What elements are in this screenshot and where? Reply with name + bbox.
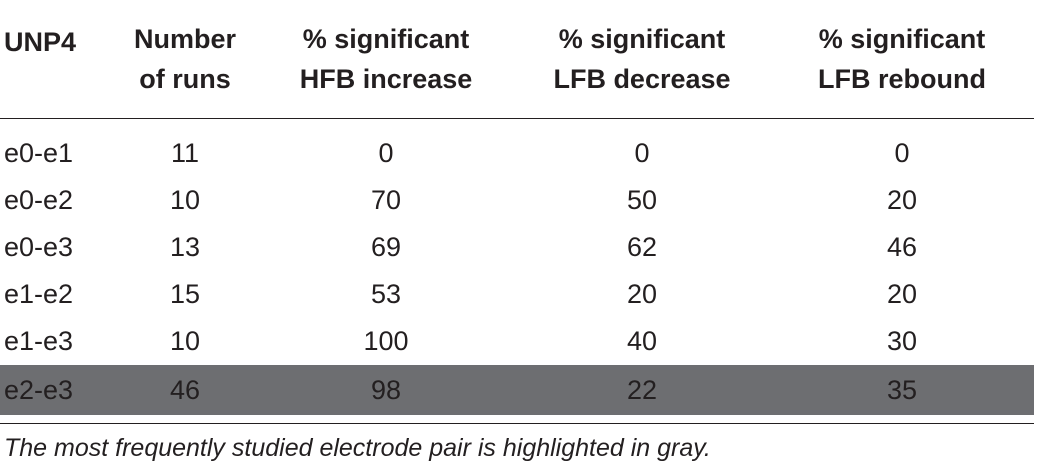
table-row-highlighted: e2-e3 46 98 22 35 <box>0 365 1034 415</box>
cell-electrode-pair: e0-e3 <box>4 232 74 262</box>
table-row: e0-e1 11 0 0 0 <box>0 118 1034 177</box>
header-line: % significant <box>302 23 470 54</box>
cell-electrode-pair: e1-e2 <box>4 279 74 309</box>
cell-hfb-increase: 53 <box>370 279 402 309</box>
header-hfb-increase: % significant HFB increase <box>258 0 514 118</box>
cell-hfb-increase: 69 <box>370 232 402 262</box>
header-line: LFB rebound <box>818 63 986 94</box>
cell-hfb-increase: 70 <box>370 185 402 215</box>
results-table: UNP4 Number of runs % significant HFB in… <box>0 0 1034 415</box>
cell-lfb-decrease: 20 <box>626 279 658 309</box>
cell-lfb-rebound: 0 <box>894 138 910 169</box>
header-line: LFB decrease <box>553 63 731 94</box>
table-row: e1-e3 10 100 40 30 <box>0 318 1034 365</box>
header-line: HFB increase <box>299 63 473 94</box>
cell-lfb-rebound: 20 <box>886 185 918 215</box>
cell-hfb-increase: 100 <box>363 326 409 356</box>
header-row: UNP4 Number of runs % significant HFB in… <box>0 0 1034 118</box>
cell-lfb-rebound: 20 <box>886 279 918 309</box>
cell-hfb-increase: 0 <box>378 138 394 169</box>
cell-lfb-decrease: 0 <box>634 138 650 169</box>
cell-number-of-runs: 46 <box>112 365 258 415</box>
table-row: e0-e3 13 69 62 46 <box>0 224 1034 271</box>
header-number-of-runs: Number of runs <box>112 0 258 118</box>
header-lfb-decrease: % significant LFB decrease <box>514 0 770 118</box>
cell-number-of-runs: 10 <box>169 185 201 215</box>
cell-electrode-pair: e1-e3 <box>4 326 74 356</box>
cell-electrode-pair: e0-e2 <box>4 185 74 215</box>
cell-number-of-runs: 13 <box>169 232 201 262</box>
cell-lfb-rebound: 46 <box>886 232 918 262</box>
header-line: UNP4 <box>4 27 77 57</box>
table-row: e0-e2 10 70 50 20 <box>0 177 1034 224</box>
cell-number-of-runs: 10 <box>169 326 201 356</box>
cell-lfb-rebound: 30 <box>886 326 918 356</box>
header-unp4: UNP4 <box>0 0 112 118</box>
table-header: UNP4 Number of runs % significant HFB in… <box>0 0 1034 118</box>
table-body: e0-e1 11 0 0 0 e0-e2 10 70 50 20 e0-e3 1… <box>0 118 1034 415</box>
cell-electrode-pair: e2-e3 <box>0 365 112 415</box>
cell-lfb-decrease: 50 <box>626 185 658 215</box>
header-line: % significant <box>558 23 726 54</box>
table-row: e1-e2 15 53 20 20 <box>0 271 1034 318</box>
cell-electrode-pair: e0-e1 <box>4 138 74 169</box>
cell-lfb-decrease: 40 <box>626 326 658 356</box>
footnote-divider <box>0 423 1034 424</box>
header-lfb-rebound: % significant LFB rebound <box>770 0 1034 118</box>
cell-hfb-increase: 98 <box>258 365 514 415</box>
header-line: of runs <box>139 63 231 94</box>
cell-number-of-runs: 15 <box>169 279 201 309</box>
header-line: Number <box>133 23 236 54</box>
cell-number-of-runs: 11 <box>170 138 200 169</box>
cell-lfb-decrease: 62 <box>626 232 658 262</box>
table-footnote: The most frequently studied electrode pa… <box>4 434 711 462</box>
cell-lfb-decrease: 22 <box>514 365 770 415</box>
data-table-container: UNP4 Number of runs % significant HFB in… <box>0 0 1034 415</box>
cell-lfb-rebound: 35 <box>770 365 1034 415</box>
header-line: % significant <box>818 23 986 54</box>
